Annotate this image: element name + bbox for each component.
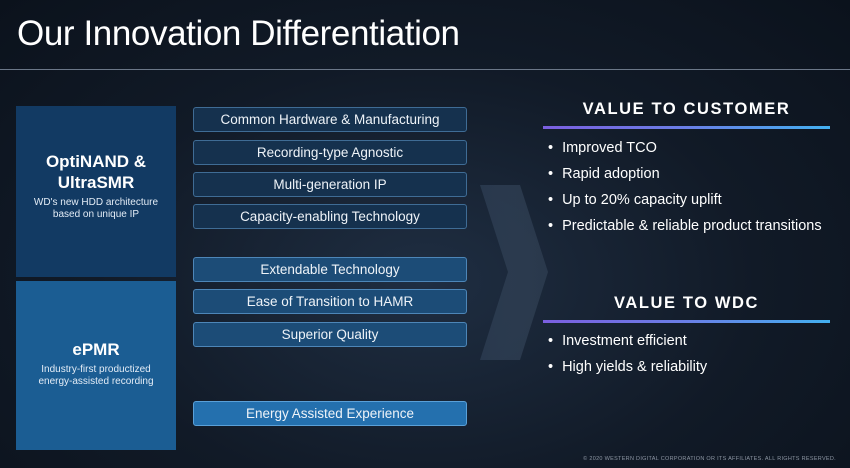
- feature-extendable-technology: Extendable Technology: [193, 257, 467, 282]
- epmr-title: ePMR: [72, 340, 120, 359]
- feature-multi-generation-ip: Multi-generation IP: [193, 172, 467, 197]
- optinand-title-line1: OptiNAND &: [45, 152, 147, 171]
- feature-superior-quality: Superior Quality: [193, 322, 467, 347]
- value-to-wdc-underline: [543, 320, 830, 323]
- value-to-wdc-title: VALUE TO WDC: [613, 294, 760, 312]
- optinand-title-line2: UltraSMR: [57, 173, 135, 192]
- list-item: Improved TCO: [548, 135, 822, 161]
- value-to-customer-list: Improved TCO Rapid adoption Up to 20% ca…: [548, 135, 822, 239]
- optinand-subtitle-line2: based on unique IP: [52, 209, 140, 220]
- list-item: High yields & reliability: [548, 354, 707, 380]
- epmr-subtitle-line2: energy-assisted recording: [38, 376, 154, 387]
- value-to-customer-title: VALUE TO CUSTOMER: [582, 100, 791, 118]
- list-item: Predictable & reliable product transitio…: [548, 213, 822, 239]
- optinand-ultrasmr-block: OptiNAND & UltraSMR WD's new HDD archite…: [16, 106, 176, 277]
- feature-ease-of-transition: Ease of Transition to HAMR: [193, 289, 467, 314]
- value-to-customer-underline: [543, 126, 830, 129]
- list-item: Up to 20% capacity uplift: [548, 187, 822, 213]
- feature-energy-assisted: Energy Assisted Experience: [193, 401, 467, 426]
- feature-recording-type-agnostic: Recording-type Agnostic: [193, 140, 467, 165]
- epmr-subtitle-line1: Industry-first productized: [41, 364, 151, 375]
- copyright-footer: © 2020 WESTERN DIGITAL CORPORATION OR IT…: [583, 456, 836, 462]
- list-item: Investment efficient: [548, 328, 707, 354]
- optinand-subtitle-line1: WD's new HDD architecture: [33, 197, 159, 208]
- page-title: Our Innovation Differentiation: [17, 14, 460, 53]
- epmr-block: ePMR Industry-first productized energy-a…: [16, 281, 176, 450]
- feature-common-hardware: Common Hardware & Manufacturing: [193, 107, 467, 132]
- feature-capacity-enabling: Capacity-enabling Technology: [193, 204, 467, 229]
- value-to-wdc-list: Investment efficient High yields & relia…: [548, 328, 707, 380]
- list-item: Rapid adoption: [548, 161, 822, 187]
- title-divider: [0, 69, 850, 70]
